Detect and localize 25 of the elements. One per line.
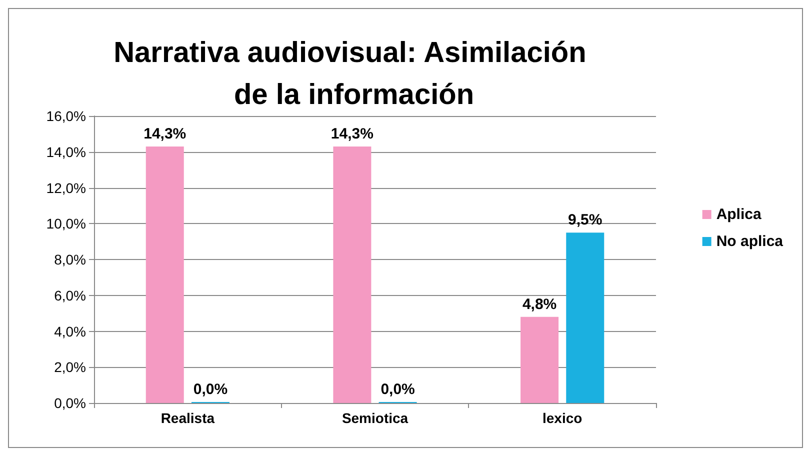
- y-tick-label: 4,0%: [54, 323, 86, 340]
- bar: [566, 232, 604, 403]
- y-tick-label: 16,0%: [46, 108, 86, 124]
- data-label: 14,3%: [144, 125, 186, 142]
- bar: [333, 146, 372, 403]
- bar: [146, 146, 184, 403]
- y-tick-label: 8,0%: [54, 252, 86, 268]
- bar: [520, 316, 559, 403]
- y-tick-label: 0,0%: [54, 395, 86, 411]
- y-tick-label: 6,0%: [54, 287, 86, 304]
- data-label: 14,3%: [330, 125, 374, 142]
- data-label: 0,0%: [380, 381, 415, 398]
- legend-label: No aplica: [716, 233, 784, 250]
- y-tick-label: 10,0%: [46, 216, 86, 232]
- data-label: 9,5%: [568, 212, 602, 229]
- x-tick-label: Semiotica: [342, 410, 408, 426]
- x-tick-label: lexico: [542, 410, 582, 426]
- y-tick-label: 2,0%: [54, 359, 86, 376]
- y-tick-label: 14,0%: [46, 144, 86, 160]
- y-tick-label: 12,0%: [46, 180, 86, 196]
- data-label: 0,0%: [193, 381, 228, 398]
- chart-title: Narrativa audiovisual: Asimilación de la información: [114, 37, 594, 111]
- x-tick-label: Realista: [160, 410, 215, 426]
- legend-label: Aplica: [716, 206, 762, 223]
- data-label: 4,8%: [522, 296, 557, 313]
